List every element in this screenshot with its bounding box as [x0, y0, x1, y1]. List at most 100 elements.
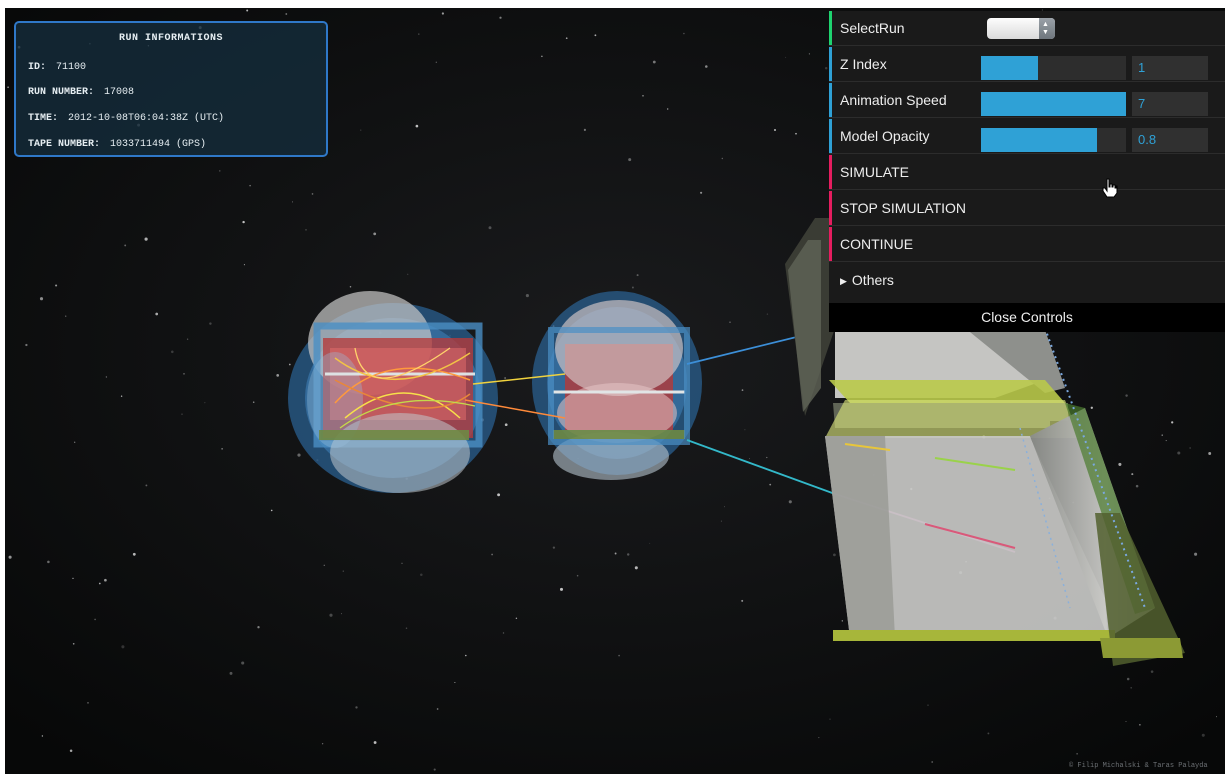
star: [342, 570, 344, 572]
z-index-input[interactable]: 1: [1132, 56, 1208, 80]
star: [124, 244, 127, 247]
animation-speed-input[interactable]: 7: [1132, 92, 1208, 116]
star: [576, 574, 579, 577]
star: [360, 129, 362, 131]
star: [541, 55, 543, 58]
star: [355, 706, 358, 709]
star: [525, 294, 529, 298]
close-controls-button[interactable]: Close Controls: [829, 303, 1225, 332]
star: [181, 413, 183, 415]
star: [515, 617, 518, 620]
star: [1130, 686, 1133, 689]
3d-viewport[interactable]: RUN INFORMATIONS ID: 71100 RUN NUMBER: 170…: [5, 8, 1225, 774]
run-time-value: 2012-10-08T06:04:38Z (UTC): [68, 113, 225, 124]
model-opacity-slider[interactable]: [981, 128, 1126, 152]
row-color-bar: [829, 47, 832, 81]
star: [1041, 9, 1043, 11]
star: [829, 718, 831, 720]
star: [41, 735, 44, 737]
star: [407, 273, 409, 275]
detector-module-middle: [532, 291, 702, 480]
star: [744, 429, 746, 431]
star: [931, 761, 934, 763]
calorimeter-structure: [785, 218, 1185, 666]
star: [297, 453, 301, 457]
star: [74, 441, 76, 443]
simulate-button[interactable]: SIMULATE: [829, 155, 1225, 190]
star: [631, 286, 634, 289]
hand-cursor-icon: [1102, 178, 1118, 198]
star: [186, 338, 189, 340]
star: [105, 376, 108, 378]
caret-right-icon: ▶: [840, 276, 847, 286]
z-index-slider[interactable]: [981, 56, 1126, 80]
star: [1125, 394, 1128, 397]
star: [98, 582, 101, 585]
detector-module-left: [288, 291, 498, 493]
star: [373, 232, 377, 236]
star: [729, 321, 731, 323]
star: [628, 158, 632, 162]
star: [721, 157, 723, 160]
star: [1118, 462, 1122, 466]
others-folder[interactable]: ▶ Others: [829, 263, 1225, 298]
model-opacity-input[interactable]: 0.8: [1132, 128, 1208, 152]
continue-button[interactable]: CONTINUE: [829, 227, 1225, 262]
star: [1194, 552, 1198, 556]
z-index-label: Z Index: [840, 56, 887, 72]
star: [257, 626, 260, 629]
star: [705, 65, 708, 68]
star: [401, 562, 403, 564]
star: [329, 613, 333, 617]
star: [504, 423, 508, 427]
star: [497, 493, 501, 497]
star: [1125, 721, 1127, 722]
star: [652, 60, 656, 64]
star: [1189, 447, 1191, 449]
star: [120, 395, 123, 397]
run-info-title: RUN INFORMATIONS: [118, 33, 223, 44]
star: [454, 681, 456, 684]
star: [614, 552, 617, 555]
controls-panel: SelectRun ▲ ▼ Z Index 1 Animation Speed 7…: [829, 11, 1225, 332]
star: [311, 193, 314, 195]
star: [47, 560, 50, 564]
star: [420, 573, 423, 576]
star: [583, 128, 586, 131]
star: [769, 483, 772, 486]
row-color-bar: [829, 11, 832, 45]
star: [39, 297, 44, 301]
select-run-label: SelectRun: [840, 20, 905, 36]
animation-speed-slider-fill: [981, 92, 1126, 116]
star: [927, 704, 929, 706]
star: [243, 264, 245, 266]
star: [766, 456, 768, 459]
star: [69, 749, 73, 752]
star: [1076, 753, 1078, 755]
star: [833, 553, 836, 557]
star: [626, 553, 630, 556]
star: [1161, 434, 1163, 436]
star: [415, 124, 419, 128]
star: [288, 363, 291, 366]
animation-speed-slider[interactable]: [981, 92, 1126, 116]
star: [552, 546, 556, 549]
star: [249, 184, 251, 187]
star: [418, 33, 420, 35]
stop-simulation-button[interactable]: STOP SIMULATION: [829, 191, 1225, 226]
select-run-dropdown[interactable]: ▲ ▼: [987, 18, 1055, 39]
star: [8, 555, 12, 559]
run-number-value: 17008: [104, 87, 135, 98]
star: [219, 170, 221, 172]
star: [349, 285, 352, 288]
row-color-bar: [829, 83, 832, 117]
star: [824, 66, 828, 70]
star: [321, 743, 324, 745]
star: [1216, 716, 1218, 718]
star: [204, 402, 206, 404]
select-stepper-icon[interactable]: ▲ ▼: [1039, 18, 1055, 39]
star: [618, 654, 620, 657]
star: [741, 599, 744, 602]
star: [795, 132, 797, 135]
star: [565, 37, 568, 40]
